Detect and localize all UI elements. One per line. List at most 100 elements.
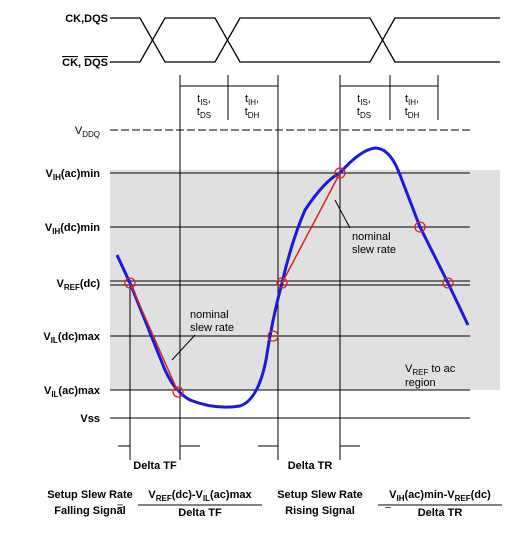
denominator: Delta TF [178,507,222,519]
text-part: (ac)max [210,489,252,501]
text-part: DDQ [82,130,100,139]
level-label: VDDQ [75,125,100,139]
formula-label: Setup Slew Rate [277,489,363,501]
text-part: t [357,106,360,118]
text-part: region [405,377,436,389]
level-label: Vss [80,413,100,425]
text-part: , [78,57,84,69]
text-part: REF [64,283,80,292]
text-part: IS [360,98,368,107]
equals: = [117,501,123,513]
text-part: t [197,106,200,118]
timing-label: tIH, [405,93,419,107]
level-label: VREF(dc) [56,278,100,292]
timing-label: tDS [357,106,371,120]
text-part: REF [156,494,172,503]
annotation: slew rate [190,322,234,334]
text-part: Setup Slew Rate [47,489,133,501]
crossing-markers [124,167,454,398]
text-part: IH [397,494,405,503]
formula-label: Setup Slew Rate [47,489,133,501]
text-part: DH [248,111,260,120]
text-part: REF [412,368,428,377]
text-part: t [405,93,408,105]
text-part: (ac)min [61,168,100,180]
timing-lines [118,75,439,460]
timing-label: tIH, [245,93,259,107]
numerator: VIH(ac)min-VREF(dc) [389,489,491,503]
text-part: , [256,93,259,105]
text-part: V [56,278,64,290]
text-part: Vss [80,413,100,425]
text-part: IS [200,98,208,107]
level-lines [110,129,470,419]
text-part: IH [248,98,256,107]
region-shade [110,170,500,390]
delta-label: Delta TF [133,460,177,472]
text-part: V [148,489,156,501]
text-part: IL [203,494,210,503]
text-part: IL [51,336,58,345]
text-part: slew rate [190,322,234,334]
text-part: V [43,331,51,343]
clock-label: CK,DQS [65,13,108,25]
text-part: (dc) [471,489,492,501]
text-part: IL [51,390,58,399]
text-part: Setup Slew Rate [277,489,363,501]
text-part: Delta TR [418,507,463,519]
text-part: , [368,93,371,105]
text-part: Falling Signal [54,505,126,517]
clock-label: CK, DQS [62,57,108,69]
text-part: IH [52,227,60,236]
text-part: (dc)min [60,222,100,234]
denominator: Delta TR [418,507,463,519]
text-part: V [405,363,413,375]
text-part: t [245,93,248,105]
timing-label: tDH [245,106,260,120]
text-part: V [46,168,54,180]
timing-label: tDH [405,106,420,120]
text-part: IH [408,98,416,107]
text-part: Delta TF [178,507,222,519]
numerator: VREF(dc)-VIL(ac)max [148,489,252,503]
formula-label: Rising Signal [285,505,355,517]
text-part: DS [360,111,371,120]
text-part: IH [53,173,61,182]
text-part: slew rate [352,244,396,256]
text-part: CK,DQS [65,13,108,25]
text-part: V [44,385,52,397]
text-part: t [405,106,408,118]
text-part: nominal [352,231,391,243]
text-part: , [416,93,419,105]
annotation: nominal [190,309,229,321]
text-part: , [208,93,211,105]
text-part: Rising Signal [285,505,355,517]
text-part: nominal [190,309,229,321]
text-part: V [389,489,397,501]
pointer-arrows [171,199,351,361]
text-part: = [117,501,123,513]
level-label: VIH(dc)min [45,222,100,236]
level-label: VIL(dc)max [43,331,101,345]
text-part: V [75,125,83,137]
text-part: (ac)max [58,385,100,397]
text-part: (dc) [80,278,101,290]
timing-label: tIS, [357,93,371,107]
level-label: VIH(ac)min [46,168,101,182]
text-part: REF [455,494,471,503]
text-part: (ac)min-V [405,489,456,501]
annotation: region [405,377,436,389]
text-part: DH [408,111,420,120]
timing-label: tIS, [197,93,211,107]
level-label: VIL(ac)max [44,385,101,399]
timing-label: tDS [197,106,211,120]
annotation: nominal [352,231,391,243]
text-part: (dc)max [58,331,101,343]
equals: = [385,501,391,513]
annotation: slew rate [352,244,396,256]
text-part: (dc)-V [172,489,204,501]
slew-lines [129,172,341,393]
formula-label: Falling Signal [54,505,126,517]
text-part: t [357,93,360,105]
